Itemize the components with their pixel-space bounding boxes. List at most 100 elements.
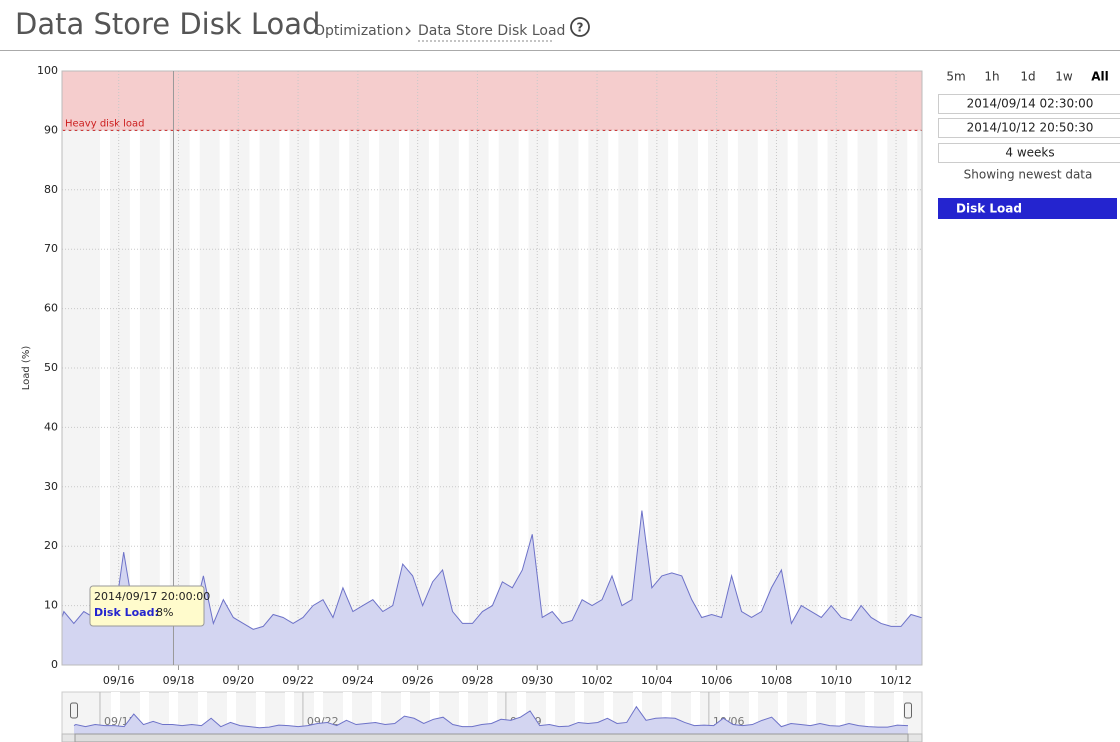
navigator-stripe: [517, 692, 526, 734]
range-button[interactable]: 1h: [984, 70, 999, 84]
range-input-text: 2014/09/14 02:30:00: [967, 97, 1094, 111]
navigator-stripe: [401, 692, 410, 734]
range-button[interactable]: 5m: [946, 70, 965, 84]
navigator-area: [74, 706, 908, 734]
help-icon-text: ?: [577, 21, 584, 35]
navigator-stripe: [140, 692, 149, 734]
navigator-stripe: [662, 692, 671, 734]
navigator-line: [73, 705, 908, 729]
tooltip-title: 2014/09/17 20:00:00: [94, 590, 210, 603]
day-stripe: [757, 71, 768, 665]
page-title: Data Store Disk Load: [15, 7, 320, 41]
navigator-stripe: [923, 692, 932, 734]
y-tick-label: 70: [44, 242, 58, 255]
day-stripe: [548, 71, 559, 665]
day-stripe: [608, 71, 619, 665]
range-input[interactable]: [938, 143, 1120, 163]
range-button[interactable]: 1d: [1020, 70, 1035, 84]
navigator-stripe: [604, 692, 613, 734]
y-axis-label: Load (%): [21, 346, 32, 391]
x-tick-label: 10/12: [880, 674, 912, 687]
navigator-handle[interactable]: [70, 702, 78, 719]
navigator-stripe: [430, 692, 439, 734]
navigator-stripe: [836, 692, 845, 734]
day-stripe: [727, 71, 738, 665]
tooltip-label: Disk Load:: [94, 606, 159, 619]
day-stripe: [578, 71, 589, 665]
y-tick-label: 0: [51, 658, 58, 671]
navigator-stripe: [865, 692, 874, 734]
day-stripe: [518, 71, 529, 665]
range-input[interactable]: [938, 118, 1120, 138]
day-stripe: [698, 71, 708, 665]
navigator-stripe: [169, 692, 178, 734]
breadcrumb-separator: [405, 26, 411, 36]
navigator-stripe: [227, 692, 236, 734]
navigator-stripe: [459, 692, 468, 734]
y-tick-label: 40: [44, 420, 58, 433]
day-stripe: [817, 71, 828, 665]
y-tick-label: 10: [44, 599, 58, 612]
navigator-stripe: [575, 692, 584, 734]
x-tick-label: 10/10: [820, 674, 852, 687]
y-tick-label: 20: [44, 539, 58, 552]
y-tick-label: 90: [44, 123, 58, 136]
x-tick-label: 09/22: [282, 674, 314, 687]
legend-item[interactable]: [938, 198, 1117, 219]
y-tick-label: 30: [44, 480, 58, 493]
day-stripe: [907, 71, 918, 665]
series-area: [62, 510, 922, 665]
scrollbar-thumb[interactable]: [74, 733, 909, 742]
range-input[interactable]: [938, 94, 1120, 114]
navigator-stripe: [807, 692, 816, 734]
navigator-stripe: [314, 692, 323, 734]
navigator-stripe: [749, 692, 758, 734]
x-tick-label: 09/30: [521, 674, 553, 687]
plot-band: [62, 71, 922, 131]
range-button[interactable]: All: [1091, 70, 1109, 84]
plot-band-label: Heavy disk load: [65, 118, 145, 129]
tooltip-box: [89, 585, 205, 627]
navigator-stripe: [343, 692, 352, 734]
navigator-handle[interactable]: [904, 702, 912, 719]
navigator-stripe: [720, 692, 729, 734]
y-tick-label: 50: [44, 361, 58, 374]
day-stripe: [668, 71, 679, 665]
navigator-stripe: [546, 692, 555, 734]
day-stripe: [877, 71, 888, 665]
x-tick-label: 10/06: [701, 674, 733, 687]
x-tick-label: 09/20: [222, 674, 254, 687]
x-tick-label: 09/18: [163, 674, 195, 687]
y-tick-label: 60: [44, 302, 58, 315]
y-tick-label: 100: [37, 64, 58, 77]
legend-label: Disk Load: [956, 202, 1022, 216]
navigator-stripe: [488, 692, 497, 734]
day-stripe: [638, 71, 649, 665]
day-stripe: [847, 71, 858, 665]
navigator-stripe: [894, 692, 903, 734]
x-tick-label: 10/02: [581, 674, 613, 687]
navigator-stripe: [111, 692, 120, 734]
navigator-stripe: [198, 692, 207, 734]
x-tick-label: 09/26: [402, 674, 434, 687]
navigator-stripe: [256, 692, 265, 734]
range-input-text: 2014/10/12 20:50:30: [967, 121, 1094, 135]
tooltip-value: 8%: [156, 606, 173, 619]
navigator-stripe: [691, 692, 700, 734]
breadcrumb-current: Data Store Disk Load: [418, 23, 565, 39]
day-stripe: [787, 71, 798, 665]
help-icon[interactable]: [570, 17, 590, 37]
breadcrumb-link[interactable]: Optimization: [314, 23, 404, 39]
x-tick-label: 10/08: [761, 674, 793, 687]
plot: Heavy disk load 0 10 20 30 40 50 60 70 80 90 100 09/…: [21, 64, 932, 742]
x-tick-label: 09/16: [103, 674, 135, 687]
navigator-stripe: [372, 692, 381, 734]
status-text: Showing newest data: [964, 168, 1093, 182]
side-panel: 5m 1h 1d 1w All 2014/09/14 02:30:00 2014/10/12…: [938, 70, 1120, 219]
range-button[interactable]: 1w: [1055, 70, 1073, 84]
x-tick-label: 10/04: [641, 674, 673, 687]
x-tick-label: 09/24: [342, 674, 374, 687]
y-tick-label: 80: [44, 183, 58, 196]
navigator-stripe: [285, 692, 294, 734]
